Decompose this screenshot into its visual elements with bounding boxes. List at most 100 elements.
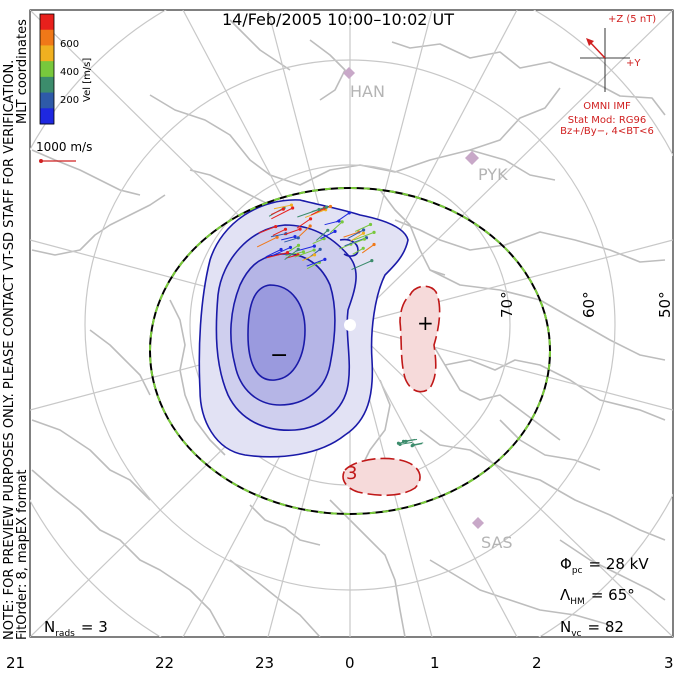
colorbar-segment: [40, 108, 54, 125]
velocity-vector-dot: [361, 228, 366, 232]
velocity-vector: [361, 244, 375, 254]
velocity-vector-dot: [372, 242, 376, 247]
velocity-vector-dot: [324, 205, 329, 209]
velocity-vectors: [256, 203, 424, 448]
velocity-vector: [273, 204, 292, 210]
positive-cell-marker: +: [417, 311, 434, 335]
vector-count-readout: Nvc = 82: [560, 618, 624, 639]
velocity-vector-dot: [312, 253, 317, 257]
velocity-vector-dot: [308, 217, 313, 221]
velocity-vector-dot: [296, 247, 300, 251]
station-marker-sas: [472, 517, 484, 529]
velocity-vector-dot: [328, 204, 333, 209]
colorbar-segment: [40, 14, 54, 31]
colorbar-outline: [39, 13, 55, 125]
negative-cell: [198, 199, 409, 458]
station-marker-han: [343, 67, 355, 79]
negative-cell-marker: −: [270, 343, 288, 368]
velocity-vector: [258, 226, 276, 234]
velocity-vector: [320, 230, 336, 240]
velocity-vector: [355, 224, 371, 232]
velocity-vector: [271, 246, 291, 257]
velocity-vector: [413, 442, 424, 446]
velocity-vector-dot: [370, 259, 374, 263]
radar-count-readout: Nrads = 3: [44, 618, 108, 639]
velocity-vector-dot: [274, 224, 278, 229]
velocity-vector: [270, 233, 287, 238]
velocity-vector: [306, 258, 326, 267]
imf-bz-label: +Z (5 nT): [608, 14, 656, 25]
velocity-vector: [343, 231, 360, 238]
velocity-vector-dot: [312, 248, 316, 252]
velocity-vector-dot: [362, 237, 367, 241]
reference-vector-dot: [39, 159, 43, 163]
velocity-vector-dot: [291, 206, 295, 210]
mlt-label-1: 1: [430, 654, 440, 672]
velocity-vector-dot: [283, 227, 288, 231]
velocity-vector-dot: [361, 231, 366, 235]
velocity-vector: [316, 229, 329, 241]
velocity-vector: [285, 251, 304, 256]
velocity-vector: [266, 252, 288, 259]
reference-vector-label: 1000 m/s: [36, 140, 92, 154]
imf-by-label: +Y: [626, 58, 641, 69]
station-label-han: HAN: [350, 82, 385, 101]
velocity-vector-dot: [288, 245, 293, 250]
velocity-vector-dot: [340, 220, 344, 224]
velocity-vector-dot: [279, 247, 283, 252]
colorbar-tick-200: 200: [60, 95, 79, 106]
pole-marker: [344, 319, 356, 331]
velocity-vector: [399, 441, 413, 445]
velocity-vector: [311, 206, 327, 213]
imf-arrowhead-icon: [586, 38, 594, 46]
colorbar-tick-400: 400: [60, 67, 79, 78]
colorbar-segment: [40, 76, 54, 94]
velocity-vector-dot: [293, 235, 297, 239]
velocity-vector-dot: [333, 229, 337, 233]
station-label-pyk: PYK: [478, 165, 508, 184]
station-label-sas: SAS: [481, 533, 513, 552]
velocity-vector: [324, 220, 340, 226]
velocity-vector-dot: [275, 235, 279, 239]
colorbar-tick-600: 600: [60, 39, 79, 50]
positive-contour-2: [342, 457, 421, 497]
positive-contour-1: [399, 285, 441, 393]
lat-label-50: 50°: [656, 291, 674, 318]
velocity-vector-dot: [308, 224, 312, 228]
velocity-vector: [283, 228, 301, 236]
velocity-vector: [271, 207, 293, 220]
velocity-vector: [265, 249, 282, 258]
negative-contour-4: [247, 284, 306, 381]
negative-contour-5: [339, 238, 359, 257]
velocity-vector-dot: [401, 439, 406, 443]
mlt-label-21: 21: [6, 654, 25, 672]
colorbar-label: Vel [m/s]: [82, 58, 93, 102]
colorbar-segment: [40, 45, 54, 62]
colorbar-segment: [40, 61, 54, 78]
velocity-vector: [294, 249, 315, 258]
velocity-vector: [284, 248, 299, 261]
velocity-vector: [351, 260, 373, 271]
velocity-vector: [284, 237, 299, 243]
velocity-vector: [272, 228, 286, 236]
contour-label: 3: [346, 463, 357, 484]
mlt-label-22: 22: [155, 654, 174, 672]
colorbar-segment: [40, 29, 54, 46]
imf-source: OMNI IMF: [583, 101, 631, 112]
imf-model: Stat Mod: RG96: [568, 115, 647, 126]
coastlines: [31, 19, 666, 637]
station-marker-pyk: [465, 151, 479, 165]
velocity-vector-dot: [337, 219, 341, 223]
velocity-vector: [302, 254, 315, 262]
velocity-vector-dot: [368, 222, 373, 227]
mlt-label-23: 23: [255, 654, 274, 672]
velocity-vector: [352, 247, 364, 255]
mlt-label-0: 0: [345, 654, 355, 672]
velocity-vector-dot: [404, 439, 408, 443]
velocity-vector-dot: [298, 227, 302, 231]
velocity-vector: [405, 438, 418, 442]
map-title: 14/Feb/2005 10:00–10:02 UT: [222, 10, 454, 29]
velocity-vector: [306, 261, 320, 270]
velocity-vector: [296, 218, 311, 229]
velocity-vector-dot: [326, 228, 330, 232]
